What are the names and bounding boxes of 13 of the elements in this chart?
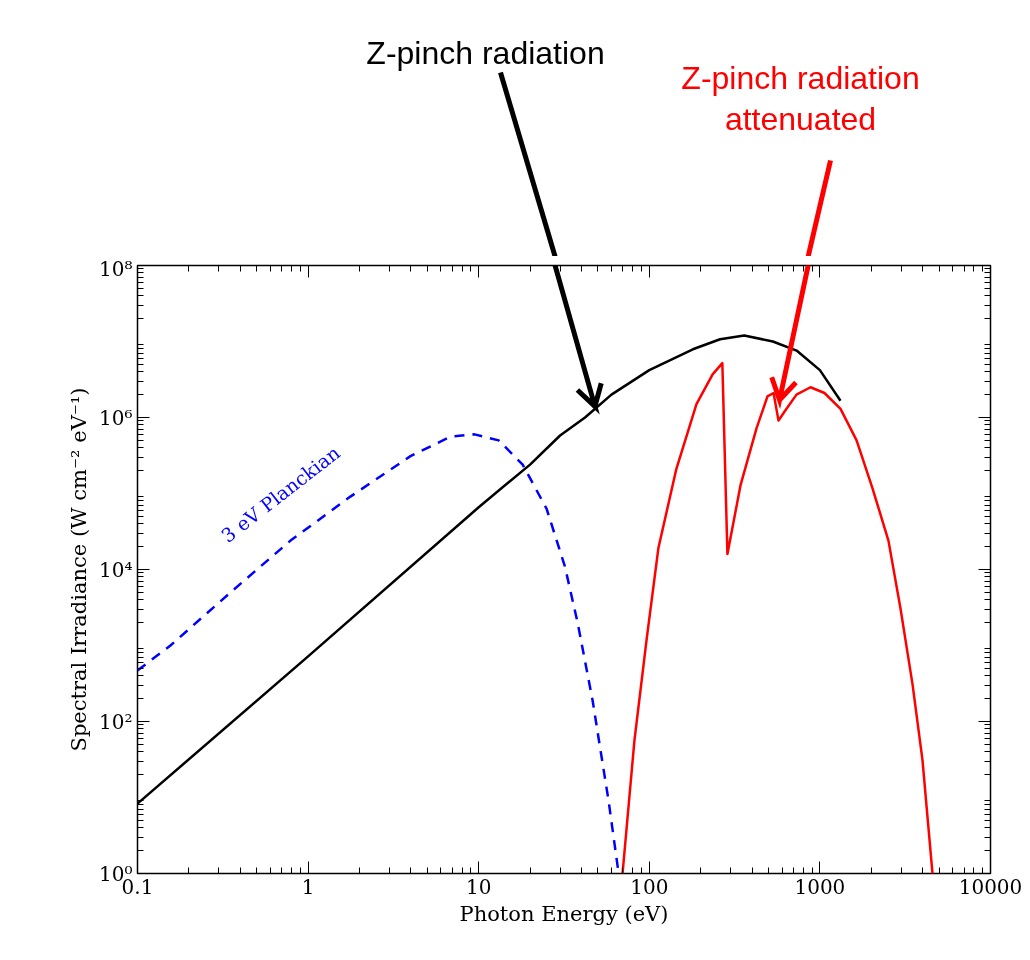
x-tick-label: 1 <box>301 874 315 899</box>
y-tick-label: 10² <box>99 709 133 734</box>
y-tick-label: 10⁴ <box>99 557 133 582</box>
y-tick-label: 10⁸ <box>99 256 133 281</box>
y-tick-label: 10⁶ <box>99 405 133 430</box>
x-axis-title: Photon Energy (eV) <box>459 901 669 926</box>
annotation: Z-pinch radiation attenuated <box>681 59 920 138</box>
annotation: Z-pinch radiation <box>366 34 605 71</box>
y-axis-title: Spectral Irradiance (W cm⁻² eV⁻¹) <box>67 387 92 752</box>
x-tick-label: 10 <box>465 874 492 899</box>
x-tick-label: 1000 <box>794 874 846 899</box>
x-tick-label: 10000 <box>958 874 1023 899</box>
x-tick-label: 100 <box>630 874 669 899</box>
